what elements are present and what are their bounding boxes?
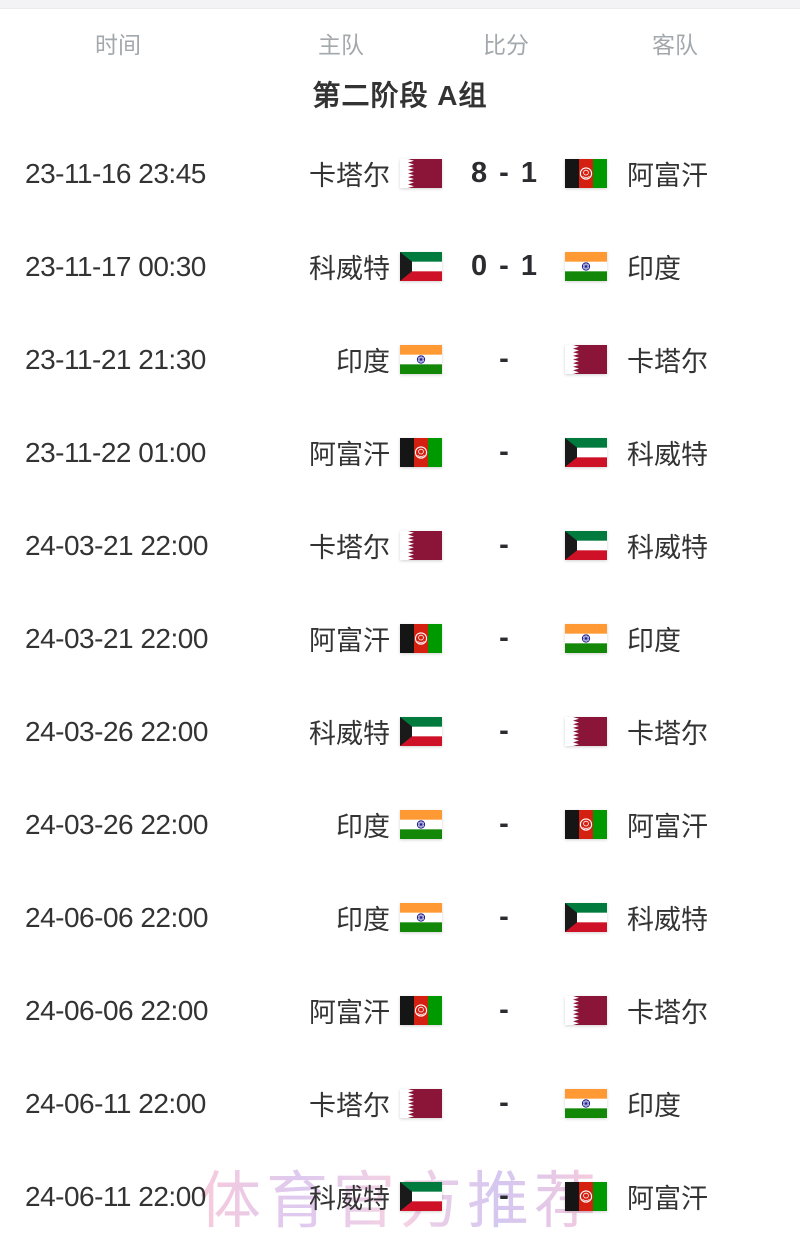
kuwait-flag-icon [565,531,607,560]
watermark-text: 体育官方推荐 [199,1150,601,1233]
match-score: - [499,1087,511,1119]
kuwait-flag-icon [400,252,442,281]
qatar-flag-icon [400,531,442,560]
match-row[interactable]: 24-03-26 22:00 科威特 - 卡塔尔 [0,685,800,778]
match-row[interactable]: 23-11-22 01:00 阿富汗 - 科威特 [0,406,800,499]
match-time: 24-06-11 22:00 [25,1087,206,1119]
away-team-name: 印度 [627,626,681,656]
match-row[interactable]: 24-06-11 22:00 卡塔尔 - 印度 [0,1057,800,1150]
match-score: - [499,529,511,561]
away-team-name: 印度 [627,1091,681,1121]
india-flag-icon [565,1089,607,1118]
match-time: 24-03-21 22:00 [25,529,208,561]
home-team-name: 卡塔尔 [309,533,390,563]
qatar-flag-icon [400,1089,442,1118]
qatar-flag-icon [565,717,607,746]
india-flag-icon [400,345,442,374]
afghanistan-flag-icon [565,1182,607,1211]
match-time: 23-11-21 21:30 [25,343,206,375]
india-flag-icon [565,252,607,281]
home-team-name: 卡塔尔 [309,1091,390,1121]
home-team-name: 印度 [336,905,390,935]
match-score: - [499,343,511,375]
afghanistan-flag-icon [400,996,442,1025]
away-team-name: 阿富汗 [627,812,708,842]
match-score: - [499,436,511,468]
kuwait-flag-icon [565,903,607,932]
away-team-name: 阿富汗 [627,161,708,191]
match-score: - [499,901,511,933]
home-team-name: 印度 [336,347,390,377]
match-time: 24-06-06 22:00 [25,994,208,1026]
match-time: 23-11-22 01:00 [25,436,206,468]
match-row[interactable]: 24-06-11 22:00 科威特 - 阿富汗 [0,1150,800,1233]
match-row[interactable]: 24-03-21 22:00 卡塔尔 - 科威特 [0,499,800,592]
home-team-name: 科威特 [309,1184,390,1214]
india-flag-icon [400,810,442,839]
match-time: 24-06-11 22:00 [25,1180,206,1212]
column-header-score: 比分 [483,32,529,58]
column-header-time: 时间 [95,32,141,58]
india-flag-icon [565,624,607,653]
home-team-name: 印度 [336,812,390,842]
match-row[interactable]: 24-06-06 22:00 阿富汗 - 卡塔尔 [0,964,800,1057]
match-score: 0 - 1 [470,250,540,282]
match-row[interactable]: 24-03-26 22:00 印度 - 阿富汗 [0,778,800,871]
home-team-name: 阿富汗 [309,626,390,656]
match-row[interactable]: 24-03-21 22:00 阿富汗 - 印度 [0,592,800,685]
qatar-flag-icon [565,345,607,374]
afghanistan-flag-icon [400,624,442,653]
kuwait-flag-icon [565,438,607,467]
group-stage-title: 第二阶段 A组 [312,80,488,111]
home-team-name: 科威特 [309,254,390,284]
top-divider [0,0,800,9]
match-time: 24-03-26 22:00 [25,808,208,840]
qatar-flag-icon [400,159,442,188]
away-team-name: 科威特 [627,533,708,563]
match-time: 23-11-17 00:30 [25,250,206,282]
afghanistan-flag-icon [400,438,442,467]
match-row[interactable]: 23-11-17 00:30 科威特 0 - 1 印度 [0,220,800,313]
away-team-name: 印度 [627,254,681,284]
match-time: 24-06-06 22:00 [25,901,208,933]
away-team-name: 卡塔尔 [627,347,708,377]
away-team-name: 卡塔尔 [627,998,708,1028]
afghanistan-flag-icon [565,159,607,188]
column-header-away: 客队 [652,32,698,58]
match-score: - [499,994,511,1026]
kuwait-flag-icon [400,1182,442,1211]
match-list: 23-11-16 23:45 卡塔尔 8 - 1 阿富汗 23-11-17 00… [0,127,800,1233]
home-team-name: 科威特 [309,719,390,749]
away-team-name: 卡塔尔 [627,719,708,749]
match-time: 24-03-21 22:00 [25,622,208,654]
away-team-name: 科威特 [627,905,708,935]
match-score: - [499,808,511,840]
away-team-name: 科威特 [627,440,708,470]
match-score: - [499,1180,511,1212]
india-flag-icon [400,903,442,932]
match-score: 8 - 1 [470,157,540,189]
away-team-name: 阿富汗 [627,1184,708,1214]
match-score: - [499,622,511,654]
kuwait-flag-icon [400,717,442,746]
afghanistan-flag-icon [565,810,607,839]
match-time: 24-03-26 22:00 [25,715,208,747]
match-row[interactable]: 24-06-06 22:00 印度 - 科威特 [0,871,800,964]
home-team-name: 阿富汗 [309,998,390,1028]
home-team-name: 卡塔尔 [309,161,390,191]
qatar-flag-icon [565,996,607,1025]
match-row[interactable]: 23-11-21 21:30 印度 - 卡塔尔 [0,313,800,406]
home-team-name: 阿富汗 [309,440,390,470]
match-score: - [499,715,511,747]
match-row[interactable]: 23-11-16 23:45 卡塔尔 8 - 1 阿富汗 [0,127,800,220]
match-time: 23-11-16 23:45 [25,157,206,189]
column-header-home: 主队 [318,32,364,58]
